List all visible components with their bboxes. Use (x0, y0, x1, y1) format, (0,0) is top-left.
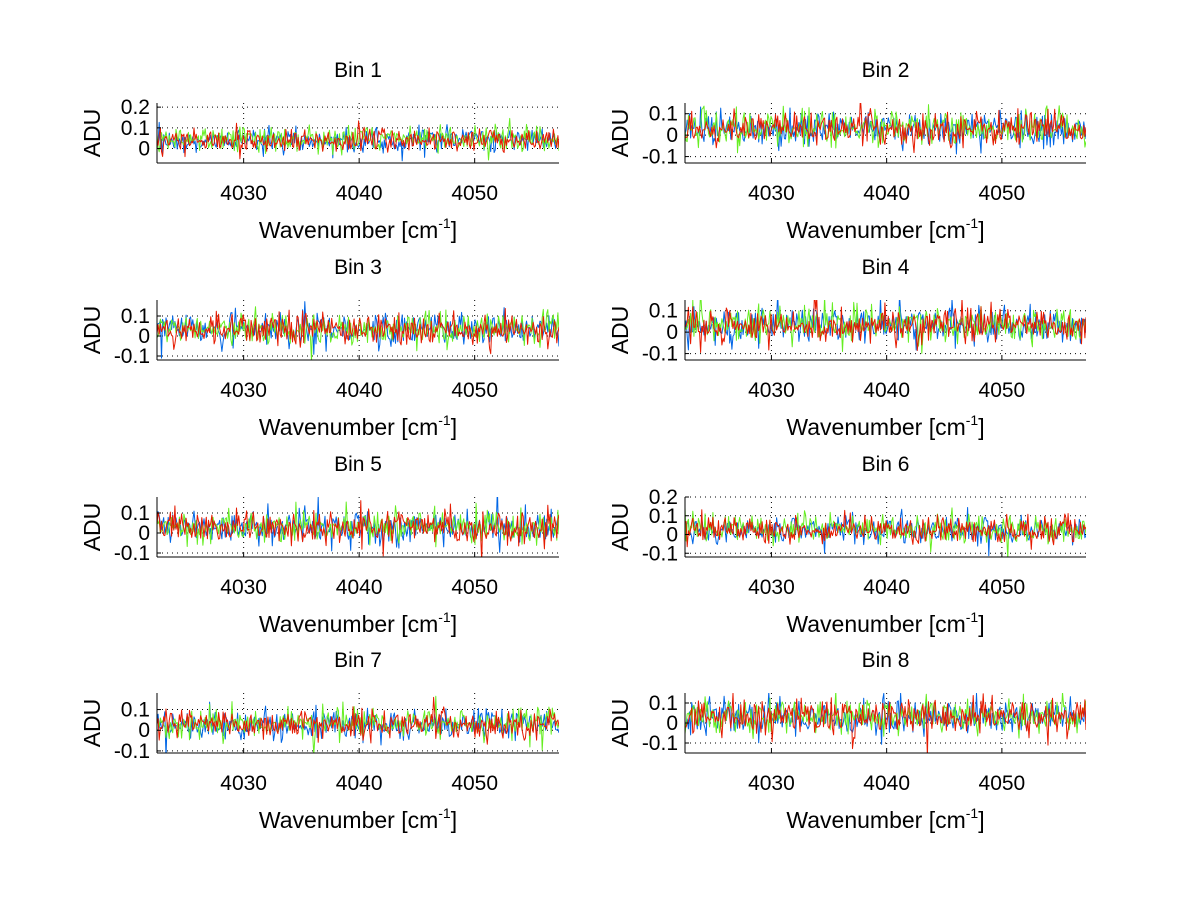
subplot-title: Bin 5 (334, 453, 382, 476)
series-trace-3 (685, 300, 1086, 353)
series-trace-3 (157, 500, 559, 557)
y-axis-label: ADU (79, 503, 105, 552)
x-tick-label: 4040 (863, 772, 910, 795)
x-axis-label: Wavenumber [cm-1] (259, 215, 457, 243)
y-tick-label: -0.1 (642, 146, 678, 169)
series-trace-2 (157, 501, 559, 548)
y-tick-label: 0 (138, 522, 150, 545)
x-tick-label: 4040 (863, 379, 910, 402)
x-tick-label: 4030 (748, 379, 795, 402)
x-tick-label: 4050 (979, 772, 1026, 795)
x-tick-label: 4050 (451, 379, 498, 402)
x-axis-label: Wavenumber [cm-1] (259, 412, 457, 440)
x-axis-label: Wavenumber [cm-1] (786, 215, 984, 243)
subplot-4: Bin 4 4030 4040 4050 -0.100.1 ADU Wavenumber [… (607, 256, 1086, 440)
y-tick-label: 0 (666, 321, 678, 344)
y-tick-label: 0.1 (649, 692, 678, 715)
x-tick-label: 4040 (336, 182, 383, 205)
y-tick-label: 0 (666, 124, 678, 147)
subplot-8: Bin 8 4030 4040 4050 -0.100.1 ADU Wavenumber [… (607, 649, 1086, 833)
subplot-7: Bin 7 4030 4040 4050 -0.100.1 ADU Wavenumber [… (79, 649, 559, 833)
series-trace-3 (157, 308, 559, 355)
subplot-1: Bin 1 4030 4040 4050 00.10.2 ADU Wavenumber [c… (79, 59, 559, 243)
subplot-5: Bin 5 4030 4040 4050 -0.100.1 ADU Wavenumber [… (79, 453, 559, 637)
x-axis-label: Wavenumber [cm-1] (786, 609, 984, 637)
y-tick-label: 0.1 (121, 305, 150, 328)
y-tick-label: 0 (138, 138, 150, 161)
y-tick-label: 0 (666, 524, 678, 547)
y-axis-label: ADU (79, 109, 105, 158)
y-tick-label: -0.1 (642, 542, 678, 565)
y-axis-label: ADU (607, 699, 633, 748)
y-tick-label: 0.1 (649, 300, 678, 323)
x-axis-label: Wavenumber [cm-1] (259, 609, 457, 637)
series-trace-3 (157, 696, 559, 745)
x-tick-label: 4040 (863, 576, 910, 599)
x-tick-label: 4050 (979, 379, 1026, 402)
subplot-title: Bin 1 (334, 59, 382, 82)
x-tick-label: 4040 (863, 182, 910, 205)
y-axis-label: ADU (607, 306, 633, 355)
x-tick-label: 4030 (220, 182, 267, 205)
y-tick-label: 0 (666, 712, 678, 735)
x-axis-label: Wavenumber [cm-1] (259, 805, 457, 833)
series-trace-3 (685, 693, 1086, 753)
y-tick-label: -0.1 (642, 732, 678, 755)
y-axis-label: ADU (79, 699, 105, 748)
y-tick-label: 0.2 (649, 486, 678, 509)
x-tick-label: 4050 (451, 576, 498, 599)
y-axis-label: ADU (79, 306, 105, 355)
y-tick-label: 0.1 (121, 502, 150, 525)
subplot-title: Bin 2 (862, 59, 910, 82)
x-tick-label: 4050 (451, 772, 498, 795)
subplot-title: Bin 6 (862, 453, 910, 476)
y-axis-label: ADU (607, 503, 633, 552)
x-tick-label: 4040 (336, 576, 383, 599)
series-trace-2 (157, 117, 559, 161)
x-tick-label: 4040 (336, 379, 383, 402)
x-axis-label: Wavenumber [cm-1] (786, 805, 984, 833)
y-tick-label: -0.1 (642, 343, 678, 366)
x-axis-label: Wavenumber [cm-1] (786, 412, 984, 440)
x-tick-label: 4050 (451, 182, 498, 205)
x-tick-label: 4030 (220, 379, 267, 402)
y-tick-label: 0 (138, 325, 150, 348)
y-tick-label: 0.1 (649, 505, 678, 528)
series-trace-3 (685, 509, 1086, 550)
x-tick-label: 4030 (748, 576, 795, 599)
y-tick-label: 0.2 (121, 96, 150, 119)
y-tick-label: 0.1 (649, 103, 678, 126)
x-tick-label: 4050 (979, 576, 1026, 599)
x-tick-label: 4040 (336, 772, 383, 795)
y-tick-label: -0.1 (114, 740, 150, 763)
x-tick-label: 4050 (979, 182, 1026, 205)
subplot-6: Bin 6 4030 4040 4050 -0.100.10.2 ADU Wavenumbe… (607, 453, 1086, 637)
series-trace-3 (685, 103, 1086, 154)
y-tick-label: -0.1 (114, 345, 150, 368)
series-trace-1 (685, 300, 1086, 351)
subplot-title: Bin 4 (862, 256, 910, 279)
subplot-2: Bin 2 4030 4040 4050 -0.100.1 ADU Wavenumber [… (607, 59, 1086, 243)
series-trace-3 (157, 120, 559, 160)
subplot-3: Bin 3 4030 4040 4050 -0.100.1 ADU Wavenumber [… (79, 256, 559, 440)
y-tick-label: -0.1 (114, 542, 150, 565)
y-axis-label: ADU (607, 109, 633, 158)
x-tick-label: 4030 (220, 576, 267, 599)
x-tick-label: 4030 (748, 772, 795, 795)
subplot-title: Bin 8 (862, 649, 910, 672)
y-tick-label: 0.1 (121, 117, 150, 140)
x-tick-label: 4030 (220, 772, 267, 795)
y-tick-label: 0 (138, 719, 150, 742)
y-tick-label: 0.1 (121, 699, 150, 722)
x-tick-label: 4030 (748, 182, 795, 205)
subplot-title: Bin 3 (334, 256, 382, 279)
subplot-title: Bin 7 (334, 649, 382, 672)
